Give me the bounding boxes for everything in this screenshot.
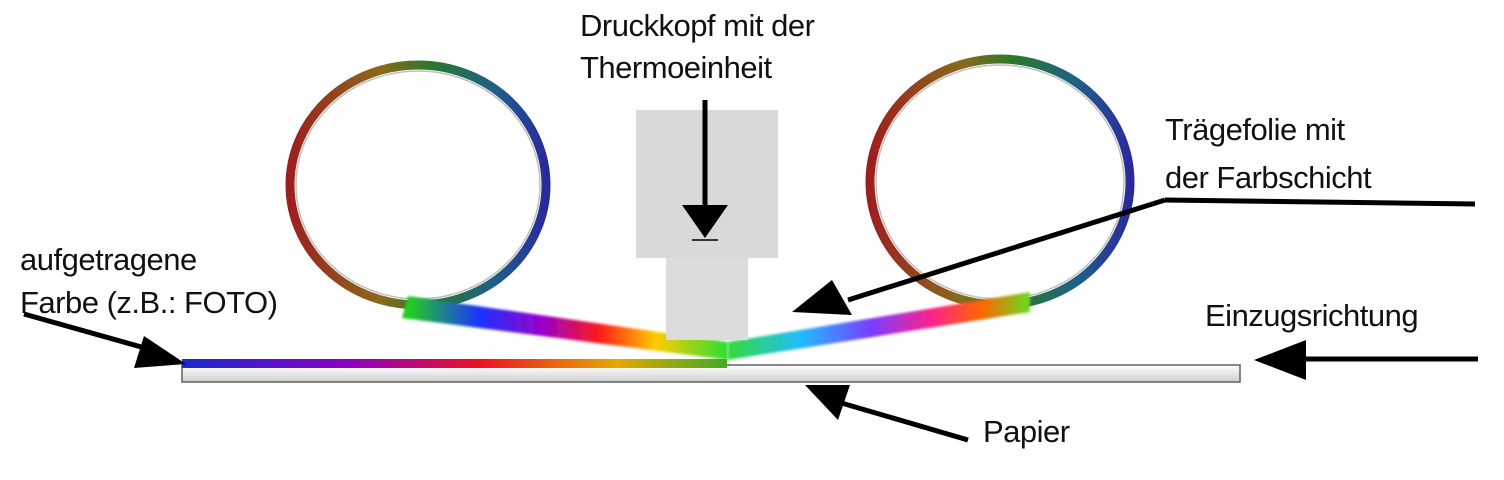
- label-foil-line2: der Farbschicht: [1165, 160, 1372, 195]
- arrow-paper: [805, 385, 969, 443]
- carrier-foil: [402, 292, 1030, 360]
- label-printhead-line1: Druckkopf mit der: [580, 8, 815, 43]
- paper-sheet: [181, 359, 1241, 383]
- label-applied-line1: aufgetragene: [20, 242, 197, 277]
- arrow-applied-color: [23, 311, 186, 368]
- label-foil-line1: Trägefolie mit: [1165, 112, 1345, 147]
- label-feed-direction: Einzugsrichtung: [1205, 298, 1419, 333]
- arrow-feed-direction: [1254, 340, 1478, 380]
- label-applied-line2: Farbe (z.B.: FOTO): [20, 285, 278, 320]
- label-paper: Papier: [983, 414, 1070, 449]
- label-printhead-line2: Thermoeinheit: [580, 50, 772, 85]
- supply-roll: [285, 60, 551, 310]
- arrow-printhead: [682, 100, 728, 241]
- take-up-roll: [865, 54, 1135, 310]
- arrow-foil: [792, 197, 1476, 315]
